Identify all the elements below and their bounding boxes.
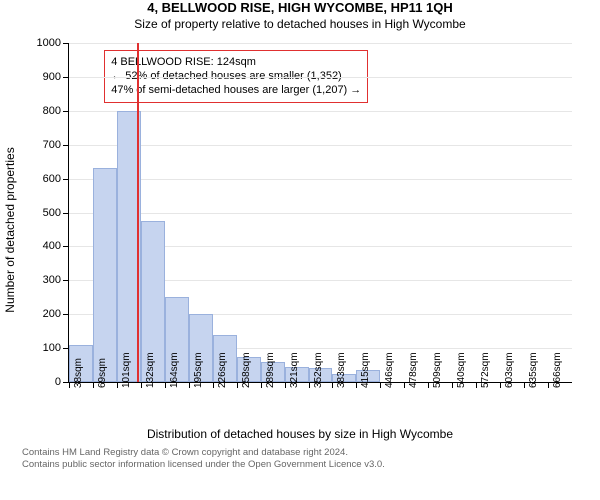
xtick-label: 478sqm xyxy=(408,352,419,388)
page-title: 4, BELLWOOD RISE, HIGH WYCOMBE, HP11 1QH xyxy=(0,0,600,15)
ytick-label: 400 xyxy=(43,240,69,252)
annotation-line3: 47% of semi-detached houses are larger (… xyxy=(111,83,361,97)
xtick-label: 572sqm xyxy=(480,352,491,388)
xtick-label: 603sqm xyxy=(504,352,515,388)
ytick-label: 1000 xyxy=(37,37,69,49)
footer-text: Contains HM Land Registry data © Crown c… xyxy=(22,447,600,472)
xtick-label: 666sqm xyxy=(552,352,563,388)
footer-line1: Contains HM Land Registry data © Crown c… xyxy=(22,447,600,459)
xtick-label: 226sqm xyxy=(217,352,228,388)
xtick-label: 258sqm xyxy=(241,352,252,388)
y-axis-label: Number of detached properties xyxy=(3,147,17,312)
xtick-label: 540sqm xyxy=(456,352,467,388)
xtick-label: 383sqm xyxy=(336,352,347,388)
xtick-label: 164sqm xyxy=(169,352,180,388)
ytick-label: 500 xyxy=(43,207,69,219)
ytick-label: 600 xyxy=(43,173,69,185)
xtick-label: 321sqm xyxy=(289,352,300,388)
xtick-label: 38sqm xyxy=(73,358,84,388)
annotation-line1: 4 BELLWOOD RISE: 124sqm xyxy=(111,55,361,69)
chart-container: Number of detached properties 4 BELLWOOD… xyxy=(20,35,580,425)
xtick-label: 69sqm xyxy=(97,358,108,388)
xtick-label: 415sqm xyxy=(360,352,371,388)
xtick-label: 446sqm xyxy=(384,352,395,388)
ytick-label: 800 xyxy=(43,105,69,117)
xtick-label: 635sqm xyxy=(528,352,539,388)
xtick-label: 132sqm xyxy=(145,352,156,388)
marker-line xyxy=(137,43,139,382)
ytick-label: 300 xyxy=(43,274,69,286)
bar xyxy=(93,168,117,382)
x-axis-label: Distribution of detached houses by size … xyxy=(0,427,600,441)
xtick-label: 101sqm xyxy=(121,352,132,388)
xtick-label: 195sqm xyxy=(193,352,204,388)
xtick-label: 289sqm xyxy=(265,352,276,388)
ytick-label: 700 xyxy=(43,139,69,151)
xtick-label: 352sqm xyxy=(313,352,324,388)
ytick-label: 200 xyxy=(43,308,69,320)
ytick-label: 900 xyxy=(43,71,69,83)
plot-area: 4 BELLWOOD RISE: 124sqm ← 52% of detache… xyxy=(68,43,572,383)
xtick-label: 509sqm xyxy=(432,352,443,388)
footer-line2: Contains public sector information licen… xyxy=(22,459,600,471)
ytick-label: 100 xyxy=(43,342,69,354)
ytick-label: 0 xyxy=(55,376,69,388)
page-subtitle: Size of property relative to detached ho… xyxy=(0,17,600,31)
